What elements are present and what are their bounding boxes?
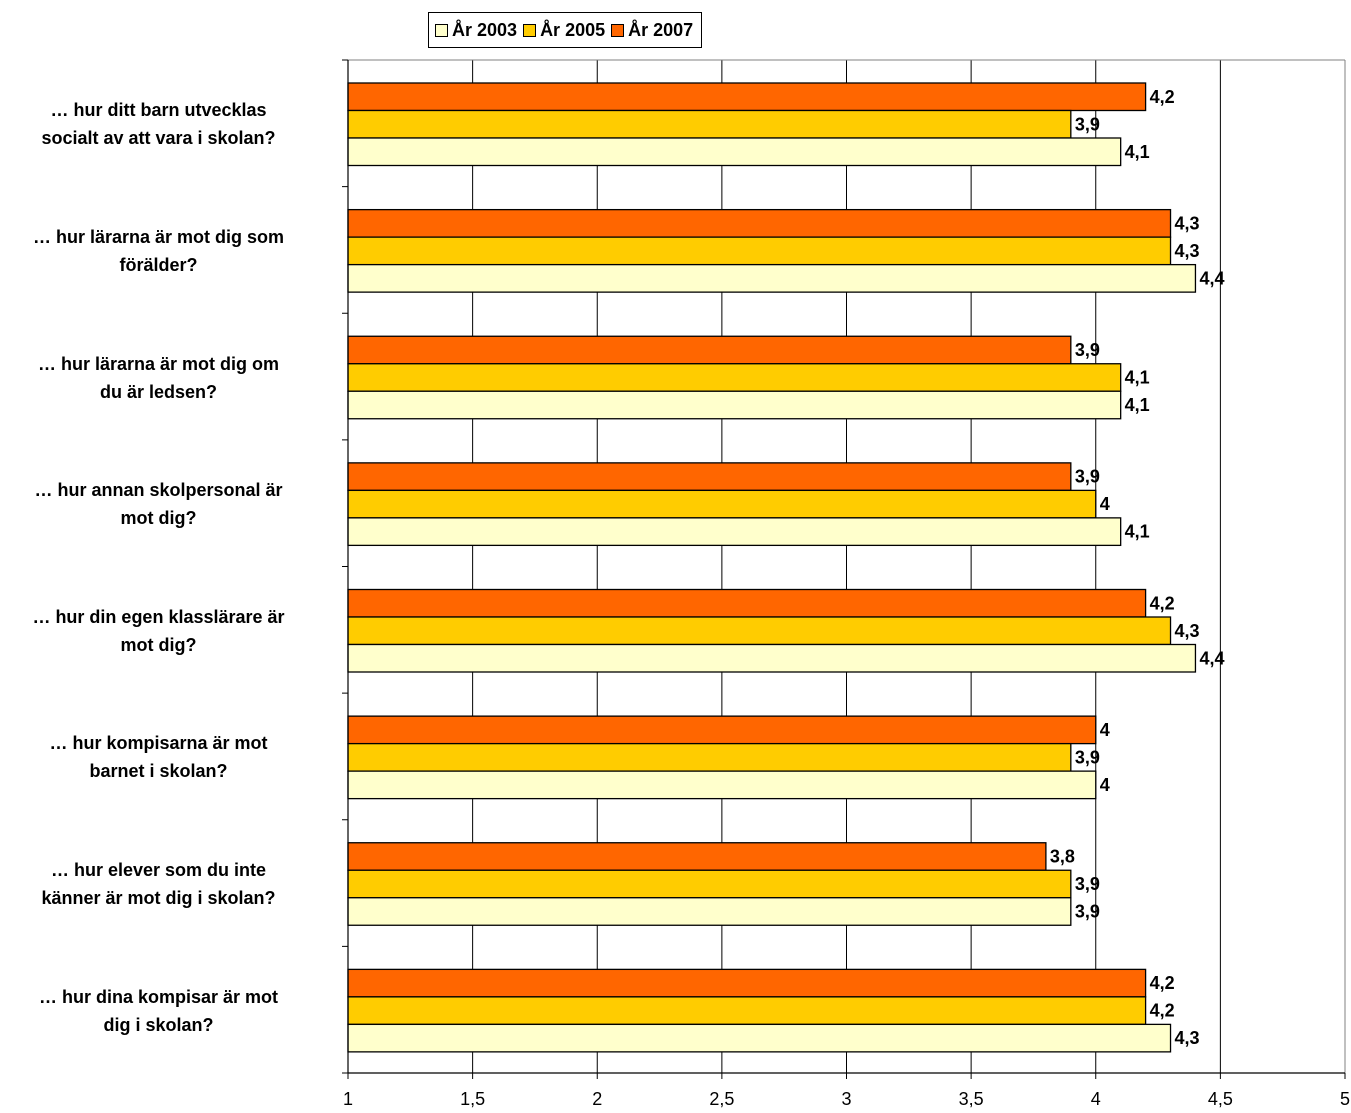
- data-label: 4: [1100, 720, 1110, 740]
- data-label: 4,3: [1175, 1028, 1200, 1048]
- data-label: 4: [1100, 775, 1110, 795]
- category-label-line: … hur elever som du inte: [50, 860, 267, 880]
- legend-item: År 2005: [523, 20, 605, 41]
- data-label: 3,9: [1075, 340, 1100, 360]
- data-label: 4,1: [1125, 395, 1150, 415]
- bar: [347, 770, 1097, 800]
- data-label: 4,2: [1150, 593, 1175, 613]
- legend-item: År 2003: [435, 20, 517, 41]
- data-label: 3,9: [1075, 902, 1100, 922]
- bar: [347, 968, 1147, 998]
- data-label: 4,3: [1175, 241, 1200, 261]
- data-label: 3,9: [1075, 114, 1100, 134]
- bar: [347, 462, 1072, 492]
- legend-swatch: [435, 23, 448, 37]
- value-labels: 4,23,94,14,34,34,43,94,14,13,944,14,24,3…: [1050, 87, 1225, 1048]
- bar: [347, 643, 1197, 673]
- x-tick-label: 3,5: [959, 1089, 984, 1109]
- bar: [347, 208, 1172, 238]
- bar: [347, 82, 1147, 112]
- data-label: 4,1: [1125, 522, 1150, 542]
- category-label-line: du är ledsen?: [99, 381, 218, 402]
- data-label: 3,8: [1050, 847, 1075, 867]
- bar: [347, 236, 1172, 266]
- category-label-line: … hur din egen klasslärare är: [32, 606, 285, 627]
- category-label-line: barnet i skolan?: [89, 761, 228, 782]
- bar: [347, 869, 1072, 899]
- x-tick-label: 4,5: [1208, 1089, 1233, 1109]
- bar: [347, 263, 1197, 293]
- bar: [347, 109, 1072, 139]
- category-label-line: mot dig?: [120, 508, 197, 529]
- category-label-line: … hur lärarna är mot dig om: [37, 353, 280, 374]
- data-label: 4,3: [1175, 213, 1200, 233]
- bar: [347, 715, 1097, 745]
- bar: [347, 842, 1047, 871]
- bar: [347, 137, 1122, 167]
- category-label: … hur elever som du inte känner är mot di…: [0, 856, 331, 912]
- data-label: 4,2: [1150, 1001, 1175, 1021]
- data-label: 4,1: [1125, 368, 1150, 388]
- data-label: 4: [1100, 494, 1110, 514]
- bar: [347, 517, 1122, 547]
- x-tick-label: 4: [1091, 1089, 1101, 1109]
- category-label: … hur dina kompisar är mot dig i skolan?: [0, 983, 331, 1039]
- bar: [347, 335, 1072, 365]
- category-label: … hur ditt barn utvecklas socialt av att …: [0, 96, 331, 152]
- data-label: 3,9: [1075, 874, 1100, 894]
- data-label: 4,2: [1150, 87, 1175, 107]
- bar: [347, 588, 1147, 618]
- category-label-line: … hur dina kompisar är mot: [38, 986, 279, 1007]
- category-label-line: känner är mot dig i skolan?: [41, 888, 276, 908]
- data-label: 3,9: [1075, 467, 1100, 487]
- category-label-line: … hur ditt barn utvecklas: [50, 100, 267, 121]
- category-label-line: … hur lärarna är mot dig som: [32, 226, 285, 247]
- category-label: … hur annan skolpersonal är mot dig?: [0, 476, 331, 532]
- x-tick-label: 5: [1340, 1089, 1350, 1109]
- bars-group: [347, 82, 1197, 1053]
- data-label: 4,1: [1125, 142, 1150, 162]
- x-tick-label: 2: [592, 1089, 602, 1109]
- legend-label: År 2005: [540, 19, 606, 40]
- category-label: … hur kompisarna är mot barnet i skolan?: [0, 729, 331, 785]
- data-label: 4,4: [1199, 648, 1224, 668]
- legend-item: År 2007: [611, 20, 693, 41]
- bar: [347, 363, 1122, 392]
- category-label-line: förälder?: [119, 254, 198, 275]
- category-label-line: socialt av att vara i skolan?: [41, 128, 276, 149]
- data-label: 3,9: [1075, 747, 1100, 767]
- bar: [347, 390, 1122, 420]
- category-label-line: mot dig?: [120, 634, 197, 655]
- x-tick-label: 3: [841, 1089, 851, 1109]
- x-tick-label: 1,5: [460, 1089, 485, 1109]
- x-tick-label: 1: [343, 1089, 353, 1109]
- bar: [347, 1023, 1172, 1053]
- category-label: … hur lärarna är mot dig om du är ledsen?: [0, 350, 331, 406]
- data-label: 4,4: [1199, 268, 1224, 288]
- legend-swatch: [523, 23, 537, 37]
- legend-swatch: [611, 23, 625, 37]
- category-label: … hur lärarna är mot dig som förälder?: [0, 223, 331, 279]
- category-label-line: … hur kompisarna är mot: [49, 733, 268, 754]
- bar: [347, 616, 1172, 646]
- bar: [347, 489, 1097, 519]
- data-label: 4,2: [1150, 973, 1175, 993]
- data-label: 4,3: [1175, 621, 1200, 641]
- x-tick-label: 2,5: [709, 1089, 734, 1109]
- category-label-line: … hur annan skolpersonal är: [34, 480, 283, 501]
- category-label: … hur din egen klasslärare är mot dig?: [0, 603, 331, 659]
- legend: År 2003 År 2005 År 2007: [428, 12, 703, 48]
- legend-label: År 2003: [452, 19, 518, 40]
- category-label-line: dig i skolan?: [103, 1014, 214, 1035]
- bar: [347, 897, 1072, 926]
- legend-label: År 2007: [628, 19, 694, 40]
- bar: [347, 742, 1072, 772]
- axes: 1 1,5 2 2,5 3 3,5 4 4,5 5: [342, 59, 1350, 1109]
- bar: [347, 996, 1147, 1026]
